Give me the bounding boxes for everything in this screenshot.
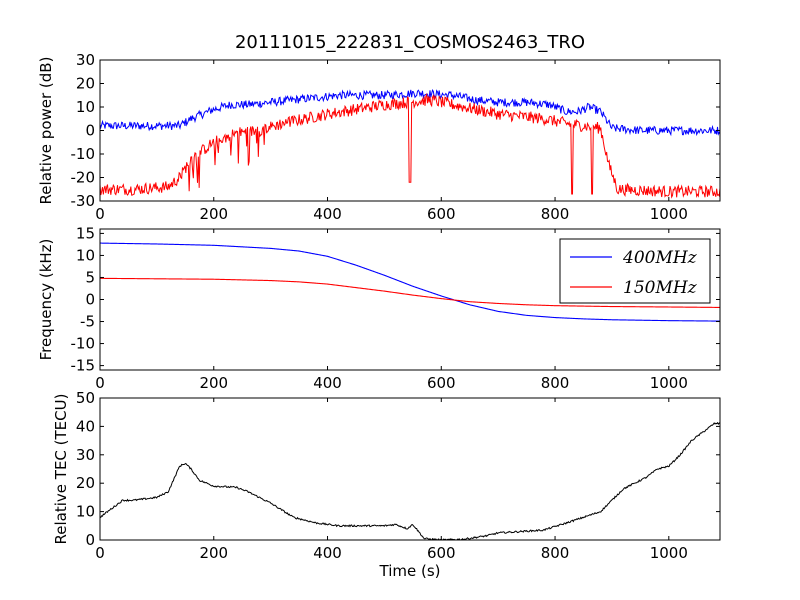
frequency-ytick-label: 10 xyxy=(76,246,95,264)
frequency-panel: 0 200 400 600 800 1000 -15 -10 -5 0 5 10 15 Frequency… xyxy=(37,224,721,392)
tec-panel: 0 200 400 600 800 1000 0 10 20 30 40 50 Relative TEC… xyxy=(52,389,721,580)
frequency-legend-label-2: 150MHz xyxy=(623,278,698,298)
tec-series-group xyxy=(100,421,720,540)
tec-series-1-line xyxy=(100,421,720,540)
frequency-ytick-label: 5 xyxy=(85,268,95,286)
power-xtick-label: 400 xyxy=(313,205,342,223)
power-series-group xyxy=(100,88,720,199)
tec-xtick-label: 0 xyxy=(95,544,105,562)
power-series-2-line xyxy=(100,92,720,199)
power-series-1-line xyxy=(100,88,720,137)
frequency-xtick-label: 200 xyxy=(199,374,228,392)
frequency-xtick-label: 0 xyxy=(95,374,105,392)
power-ytick-label: 10 xyxy=(76,98,95,116)
frequency-legend: 400MHz 150MHz xyxy=(559,238,711,304)
frequency-series-group xyxy=(100,242,720,322)
tec-xtick-label: 800 xyxy=(541,544,570,562)
power-xtick-label: 800 xyxy=(541,205,570,223)
frequency-ytick-label: 0 xyxy=(85,291,95,309)
frequency-xtick-label: 800 xyxy=(541,374,570,392)
tec-xtick-label: 200 xyxy=(199,544,228,562)
power-ytick-label: 0 xyxy=(85,122,95,140)
power-xtick-label: 600 xyxy=(427,205,456,223)
tec-ytick-label: 30 xyxy=(76,446,95,464)
frequency-xtick-label: 600 xyxy=(427,374,456,392)
power-xtick-label: 200 xyxy=(199,205,228,223)
frequency-ytick-label: -10 xyxy=(71,335,96,353)
frequency-xtick-label: 400 xyxy=(313,374,342,392)
figure-title: 20111015_222831_COSMOS2463_TRO xyxy=(235,32,585,53)
tec-xlabel: Time (s) xyxy=(379,562,441,580)
frequency-ytick-label: 15 xyxy=(76,224,95,242)
frequency-ytick-label: -15 xyxy=(71,357,96,375)
tec-ytick-label: 10 xyxy=(76,503,95,521)
tec-ylabel: Relative TEC (TECU) xyxy=(52,394,70,545)
power-xtick-label: 1000 xyxy=(650,205,688,223)
frequency-ylabel: Frequency (kHz) xyxy=(37,239,55,361)
tec-axes-frame xyxy=(99,397,721,541)
frequency-series-1-line xyxy=(100,242,720,322)
frequency-xtick-label: 1000 xyxy=(650,374,688,392)
tec-ytick-label: 40 xyxy=(76,417,95,435)
power-ytick-label: 30 xyxy=(76,51,95,69)
frequency-legend-box xyxy=(559,238,711,304)
tec-xtick-label: 1000 xyxy=(650,544,688,562)
tec-ytick-label: 0 xyxy=(85,531,95,549)
tec-ytick-label: 20 xyxy=(76,474,95,492)
frequency-series-2-line xyxy=(100,277,720,308)
tec-xtick-label: 600 xyxy=(427,544,456,562)
power-ytick-label: -20 xyxy=(71,169,96,187)
frequency-legend-label-1: 400MHz xyxy=(622,248,698,268)
power-xtick-label: 0 xyxy=(95,205,105,223)
power-ytick-label: -10 xyxy=(71,145,96,163)
power-ytick-label: -30 xyxy=(71,192,96,210)
frequency-ytick-label: -5 xyxy=(80,313,95,331)
power-panel: 0 200 400 600 800 1000 -30 -20 -10 0 10 20 30 Relativ… xyxy=(37,51,721,223)
power-ylabel: Relative power (dB) xyxy=(37,57,55,205)
power-ytick-label: 20 xyxy=(76,75,95,93)
tec-xtick-label: 400 xyxy=(313,544,342,562)
tec-ytick-label: 50 xyxy=(76,389,95,407)
